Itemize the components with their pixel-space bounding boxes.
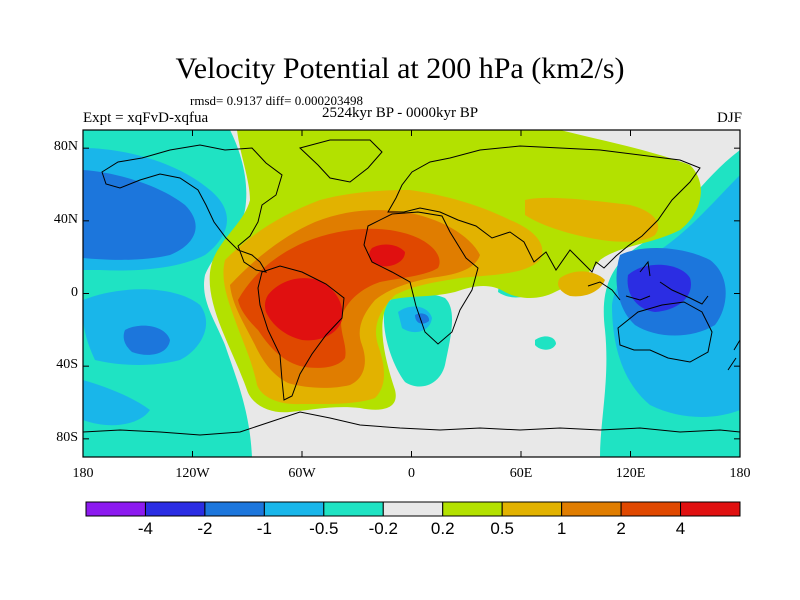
y-tick-label: 0 [71, 284, 78, 300]
colorbar-swatch [85, 501, 146, 517]
colorbar-level-label: -4 [137, 519, 154, 538]
experiment-label: Expt = xqFvD-xqfua [83, 110, 209, 126]
colorbar-swatch [680, 501, 741, 517]
coastlines [83, 139, 740, 436]
colorbar-swatch [382, 501, 444, 517]
y-tick-label: 40S [56, 357, 78, 373]
coast-antarctica [83, 411, 740, 436]
period-label: 2524kyr BP - 0000kyr BP [322, 105, 479, 121]
colorbar-swatch [144, 501, 206, 517]
colorbar-swatch [442, 501, 503, 517]
x-tick-label: 120E [615, 466, 646, 481]
contour-maritime-neg2 [627, 264, 691, 312]
colorbar-swatch [501, 501, 563, 517]
colorbar-swatch [263, 501, 325, 517]
colorbar-level-label: 0.5 [490, 519, 514, 538]
contour-indian-neg05 [398, 306, 432, 333]
colorbar-swatch [323, 501, 384, 517]
colorbar-level-label: 0.2 [430, 519, 455, 538]
contour-field [83, 130, 740, 457]
axis-ticks [82, 130, 741, 457]
colorbar-swatch [620, 501, 682, 517]
coast-maritime-continent [587, 260, 709, 305]
coast-south-america [257, 265, 345, 401]
chart-title: Velocity Potential at 200 hPa (km2/s) [175, 52, 625, 85]
colorbar-swatch [561, 501, 622, 517]
x-tick-label: 120W [175, 466, 210, 481]
colorbar-level-label: -1 [256, 519, 272, 538]
x-tick-label: 180 [729, 466, 751, 481]
y-tick-label: 40N [53, 211, 78, 227]
x-tick-label: 0 [408, 466, 415, 481]
x-tick-label: 60W [288, 466, 316, 481]
coast-australia [617, 301, 713, 363]
colorbar-level-label: -0.5 [309, 519, 339, 538]
colorbar [85, 501, 741, 517]
contour-indian-neg1 [415, 313, 430, 324]
contour-positive-4 [264, 244, 405, 341]
colorbar-level-label: -0.2 [368, 519, 398, 538]
colorbar-level-label: 4 [675, 519, 686, 538]
coast-africa [363, 211, 479, 345]
contour-southern-indian-neg02 [535, 336, 556, 350]
colorbar-level-label: 1 [556, 519, 567, 538]
coast-eurasia [387, 145, 701, 273]
season-label: DJF [716, 110, 742, 126]
y-tick-label: 80S [56, 429, 78, 445]
x-tick-label: 60E [509, 466, 533, 481]
y-tick-label: 80N [53, 139, 78, 155]
coast-greenland [299, 139, 383, 183]
coast-north-america [101, 144, 283, 273]
coast-new-zealand [727, 339, 740, 371]
rmsd-diff-stats: rmsd= 0.9137 diff= 0.000203498 [190, 93, 363, 108]
x-tick-label: 180 [72, 466, 94, 481]
colorbar-swatch [204, 501, 265, 517]
colorbar-level-label: -2 [197, 519, 213, 538]
contour-pacific-neg1 [83, 170, 196, 355]
colorbar-level-label: 2 [616, 519, 626, 538]
